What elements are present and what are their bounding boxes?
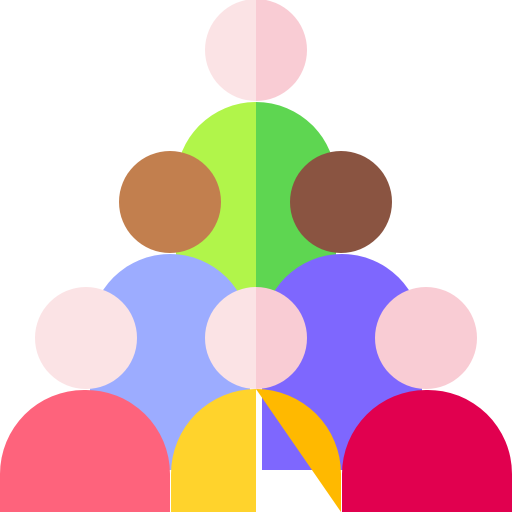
center-body-right xyxy=(256,389,341,512)
center-head-icon xyxy=(205,287,307,389)
right-head-icon xyxy=(375,287,477,389)
center-head-left xyxy=(205,287,256,389)
person-top xyxy=(205,0,307,101)
top-head-left xyxy=(205,0,256,101)
top-head-right xyxy=(256,0,307,101)
top-head-icon xyxy=(205,0,307,101)
left-body xyxy=(0,389,171,512)
brown-head-icon xyxy=(290,151,392,253)
center-body-left xyxy=(171,389,256,512)
right-body xyxy=(342,389,512,512)
left-head-icon xyxy=(35,287,137,389)
center-head-right xyxy=(256,287,307,389)
person-center-body xyxy=(171,389,341,512)
tan-head-icon xyxy=(119,151,221,253)
